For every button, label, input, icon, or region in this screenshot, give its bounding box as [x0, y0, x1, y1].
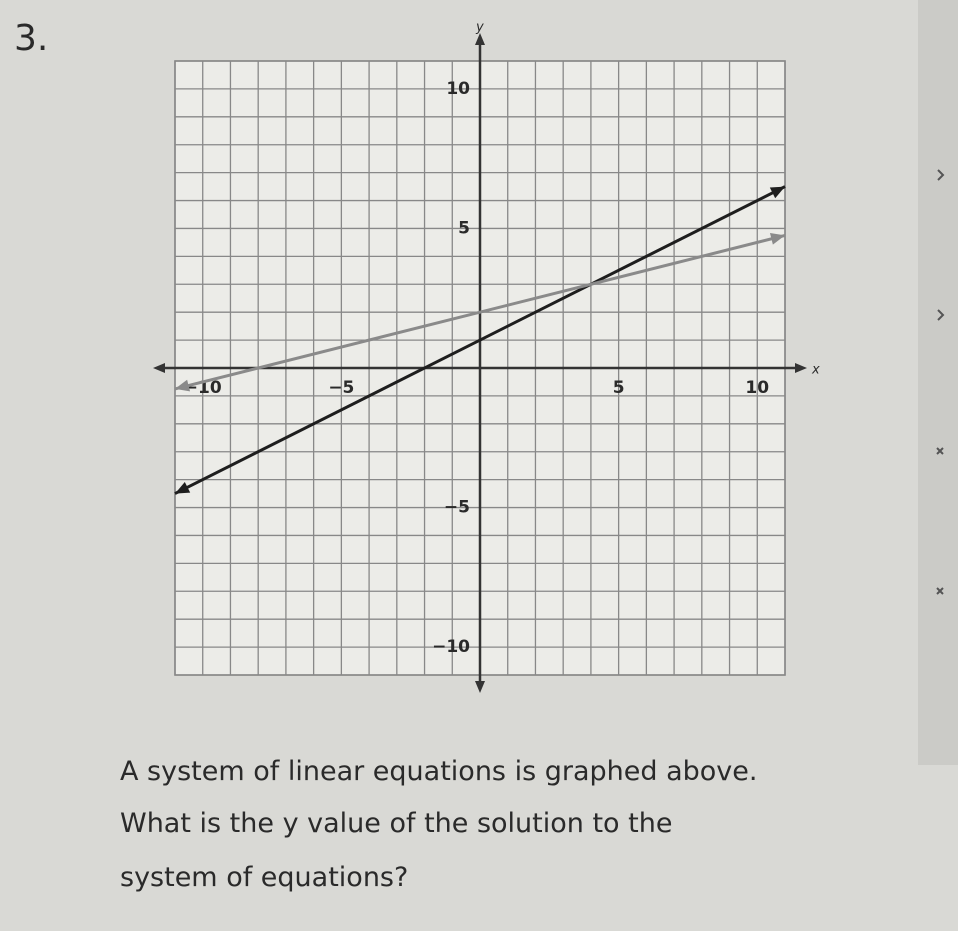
side-icons	[936, 169, 945, 595]
y-tick-label: −5	[444, 498, 470, 518]
question-number: 3.	[14, 18, 48, 59]
line-arrow	[769, 186, 785, 199]
line-arrow	[175, 379, 191, 392]
line-arrow	[769, 233, 785, 245]
y-axis-label: y	[475, 20, 484, 35]
side-strip	[918, 0, 958, 765]
x-axis-label: x	[811, 363, 820, 378]
x-tick-label: −5	[328, 378, 354, 398]
question-line: A system of linear equations is graphed …	[120, 756, 757, 787]
y-tick-label: 5	[458, 218, 470, 238]
question-line: system of equations?	[120, 862, 408, 893]
y-tick-label: 10	[446, 79, 470, 99]
x-tick-label: 10	[745, 378, 769, 398]
x-tick-label: 5	[613, 378, 625, 398]
line-arrow	[175, 481, 191, 494]
line	[174, 185, 786, 495]
line	[174, 233, 786, 391]
question-line: What is the y value of the solution to t…	[120, 808, 672, 839]
y-tick-label: −10	[432, 637, 470, 657]
